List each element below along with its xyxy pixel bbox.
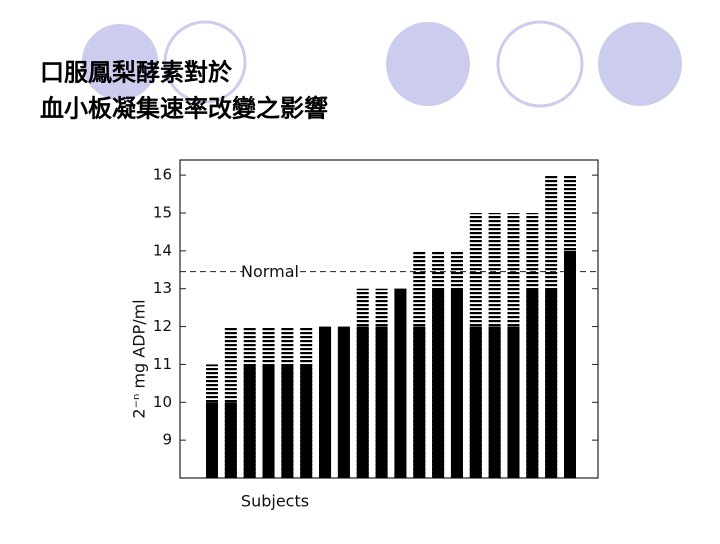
bar-before [450,288,463,478]
bar-before [469,326,482,478]
bar-before [488,326,501,478]
y-tick-label: 11 [153,355,172,373]
label-bg [243,261,299,282]
y-tick-label: 9 [162,431,172,449]
x-axis-label: Subjects [241,492,309,511]
y-tick-label: 14 [153,241,172,259]
y-tick-label: 16 [153,166,172,184]
bar-before [375,326,388,478]
bar-before [281,364,294,478]
bar-before [394,288,407,478]
bar-before [526,288,539,478]
bar-before [262,364,275,478]
y-tick-label: 15 [153,204,172,222]
bar-before [243,364,256,478]
y-axis-label: 2⁻ⁿ mg ADP/ml [130,299,149,418]
slide-title: 口服鳳梨酵素對於 [40,58,233,87]
y-tick-label: 10 [153,393,172,411]
bar-before [545,288,558,478]
bar-before [432,288,445,478]
bar-before [564,250,576,478]
reference-label: Normal [241,262,299,281]
bar-before [300,364,313,478]
bar-before [319,326,332,478]
bar-before [507,326,520,478]
decor-circles [78,20,682,108]
bar-before [356,326,369,478]
bar-before [337,326,350,478]
y-tick-label: 12 [153,317,172,335]
y-tick-label: 13 [153,279,172,297]
plot-frame [179,159,599,479]
slide-title: 血小板凝集速率改變之影響 [40,94,328,123]
bar-before [224,402,237,478]
bar-before [413,326,426,478]
plot: 9 10 11 12 13 14 15 16 2⁻ⁿ mg ADP/ml Subjects Norm… [130,159,599,511]
bar-before [206,402,218,478]
